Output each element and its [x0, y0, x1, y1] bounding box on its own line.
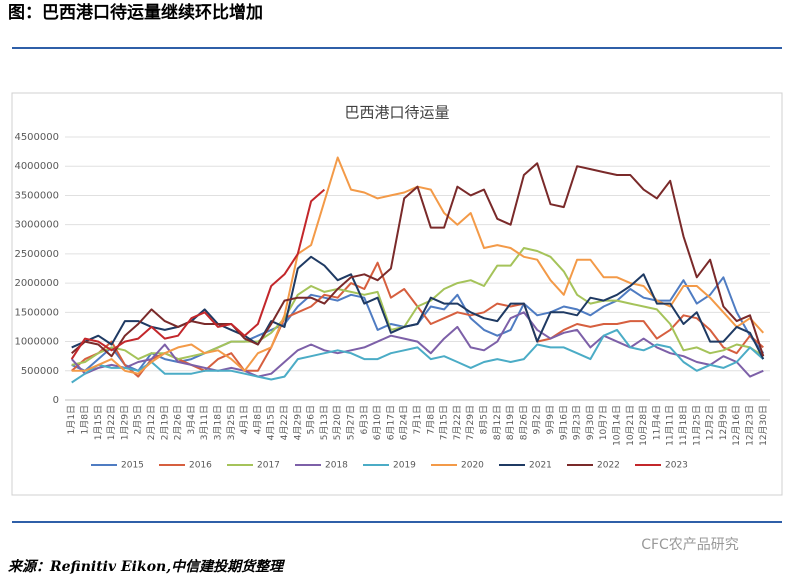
y-tick-label: 2000000 — [14, 278, 59, 289]
series-line — [70, 188, 326, 360]
x-tick-label: 5月6日 — [306, 405, 317, 434]
x-tick-label: 4月22日 — [279, 405, 290, 440]
y-tick-label: 1000000 — [14, 337, 59, 348]
x-tick-label: 1月15日 — [93, 405, 104, 440]
x-tick-label: 7月8日 — [425, 405, 436, 434]
chart-title: 巴西港口待运量 — [344, 104, 449, 122]
x-tick-label: 1月8日 — [79, 405, 90, 434]
x-tick-label: 6月3日 — [359, 405, 370, 434]
x-tick-label: 7月1日 — [412, 405, 423, 434]
legend-label: 2022 — [597, 461, 620, 471]
series-line — [71, 247, 764, 366]
x-tick-label: 5月13日 — [319, 405, 330, 440]
x-tick-label: 4月29日 — [292, 405, 303, 440]
page-title: 图：巴西港口待运量继续环比增加 — [8, 2, 263, 23]
legend-label: 2021 — [529, 461, 552, 471]
y-tick-label: 3500000 — [14, 190, 59, 201]
x-tick-label: 2月26日 — [173, 405, 184, 440]
x-tick-label: 11月18日 — [678, 405, 689, 446]
y-tick-label: 1500000 — [14, 307, 59, 318]
series-line — [71, 328, 764, 384]
x-tick-label: 4月15日 — [266, 405, 277, 440]
y-tick-label: 0 — [53, 395, 59, 406]
x-tick-label: 5月27日 — [345, 405, 356, 440]
x-tick-label: 8月26日 — [518, 405, 529, 440]
x-tick-label: 9月9日 — [545, 405, 556, 434]
x-tick-label: 7月29日 — [465, 405, 476, 440]
x-tick-label: 2月19日 — [159, 405, 170, 440]
x-tick-label: 7月22日 — [452, 405, 463, 440]
legend-label: 2016 — [189, 461, 212, 471]
x-tick-label: 12月2日 — [705, 405, 716, 440]
x-tick-label: 3月18日 — [212, 405, 223, 440]
x-tick-label: 11月4日 — [651, 405, 662, 440]
x-tick-label: 2月5日 — [133, 405, 144, 434]
y-tick-label: 500000 — [21, 366, 59, 377]
x-tick-label: 10月14日 — [612, 405, 623, 446]
source: 来源：Refinitiv Eikon,中信建投期货整理 — [8, 558, 285, 575]
x-tick-label: 7月15日 — [439, 405, 450, 440]
x-tick-label: 9月23日 — [572, 405, 583, 440]
legend-label: 2015 — [121, 461, 144, 471]
x-tick-label: 11月25日 — [691, 405, 702, 446]
y-tick-label: 4500000 — [14, 132, 59, 143]
x-tick-label: 6月24日 — [399, 405, 410, 440]
x-tick-label: 12月16日 — [731, 405, 742, 446]
legend-label: 2020 — [461, 461, 484, 471]
y-tick-label: 4000000 — [14, 161, 59, 172]
x-tick-label: 9月16日 — [558, 405, 569, 440]
x-tick-label: 9月30日 — [585, 405, 596, 440]
y-tick-label: 2500000 — [14, 249, 59, 260]
x-tick-label: 8月19日 — [505, 405, 516, 440]
x-tick-label: 3月11日 — [199, 405, 210, 440]
x-tick-label: 1月1日 — [66, 405, 77, 434]
legend-label: 2017 — [257, 461, 280, 471]
x-tick-label: 3月25日 — [226, 405, 237, 440]
legend-label: 2018 — [325, 461, 348, 471]
x-tick-label: 4月1日 — [239, 405, 250, 434]
y-tick-label: 3000000 — [14, 220, 59, 231]
x-tick-label: 6月17日 — [385, 405, 396, 440]
x-tick-label: 2月12日 — [146, 405, 157, 440]
x-tick-label: 4月8日 — [252, 405, 263, 434]
x-tick-label: 10月7日 — [598, 405, 609, 440]
watermark: CFC农产品研究 — [641, 537, 739, 553]
x-tick-label: 12月9日 — [718, 405, 729, 440]
x-tick-label: 11月11日 — [665, 405, 676, 446]
x-tick-label: 8月5日 — [479, 405, 490, 434]
x-tick-label: 3月4日 — [186, 405, 197, 434]
x-tick-label: 9月2日 — [532, 405, 543, 434]
legend-label: 2023 — [665, 461, 688, 471]
x-tick-label: 10月21日 — [625, 405, 636, 446]
x-tick-label: 8月12日 — [492, 405, 503, 440]
x-tick-label: 12月23日 — [745, 405, 756, 446]
series-line — [70, 311, 764, 378]
legend-label: 2019 — [393, 461, 416, 471]
x-tick-label: 6月10日 — [372, 405, 383, 440]
x-tick-label: 10月28日 — [638, 405, 649, 446]
x-tick-label: 5月20日 — [332, 405, 343, 440]
x-tick-label: 1月22日 — [106, 405, 117, 440]
x-tick-label: 1月29日 — [119, 405, 130, 440]
x-tick-label: 12月30日 — [758, 405, 769, 446]
